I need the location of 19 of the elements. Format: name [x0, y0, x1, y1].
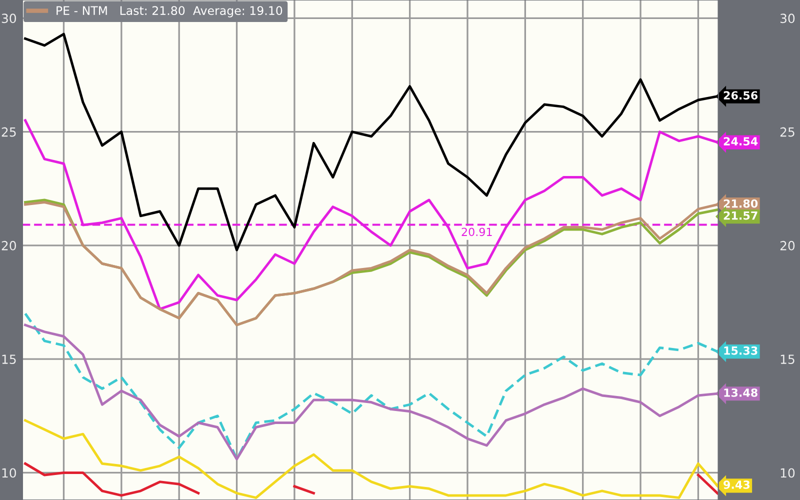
data-label: 9.43: [724, 480, 750, 489]
data-label: 26.56: [724, 91, 758, 100]
data-label: 21.57: [724, 211, 758, 220]
legend-label: PE - NTM Last: 21.80 Average: 19.10: [56, 6, 282, 18]
y2-tick-label: 10: [2, 468, 16, 478]
y-tick-label: 25: [780, 127, 794, 137]
y2-tick-label: 20: [2, 240, 16, 250]
y-tick-label: 10: [780, 468, 795, 478]
y-tick-label: 15: [780, 354, 794, 364]
y2-tick-label: 15: [2, 354, 16, 364]
data-label: 15.33: [724, 346, 758, 355]
data-label: 13.48: [724, 388, 758, 397]
data-label: 21.80: [724, 199, 758, 208]
y-tick-label: 30: [780, 14, 795, 24]
ref-line-label: 20.91: [462, 228, 492, 236]
data-label: 24.54: [724, 137, 758, 146]
y2-tick-label: 30: [2, 14, 16, 24]
y2-tick-label: 25: [2, 127, 16, 137]
y-tick-label: 20: [780, 240, 795, 250]
